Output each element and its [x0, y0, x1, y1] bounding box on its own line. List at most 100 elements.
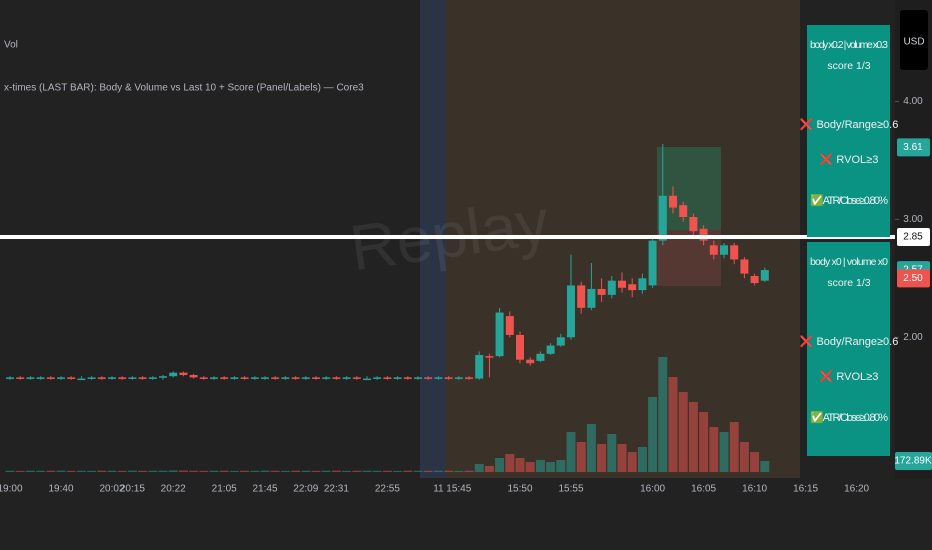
candle-body: [220, 377, 229, 379]
volume-bar: [729, 422, 739, 472]
x-tick-label: 19:40: [48, 484, 73, 495]
volume-bar: [66, 470, 76, 472]
volume-bar: [178, 470, 188, 472]
volume-bar: [556, 460, 566, 472]
volume-bar: [117, 470, 127, 472]
volume-bar: [505, 453, 515, 472]
volume-bar: [382, 470, 392, 472]
x-tick-label: 20:15: [120, 484, 145, 495]
volume-bar: [444, 470, 454, 472]
candle-body: [536, 353, 545, 361]
x-tick-label: 21:05: [212, 484, 237, 495]
overlay: body x0.2 | volume x0.3 score 1/3 ❌ Body/R…: [0, 25, 932, 470]
volume-bar: [372, 470, 382, 472]
volume-bar: [362, 470, 372, 472]
volume-bar: [331, 470, 341, 472]
candle-body: [240, 377, 249, 379]
panel-line: ✅ ATR/Close≥0.80%: [810, 411, 888, 424]
candle-body: [546, 345, 555, 354]
candle-body: [312, 377, 320, 379]
price-marker-label: 2.85: [903, 232, 923, 243]
volume-bar: [15, 470, 25, 472]
volume-bar: [5, 470, 15, 472]
candle-body: [567, 285, 575, 338]
candle-body: [148, 377, 157, 379]
candle-body: [679, 205, 688, 218]
volume-bar: [586, 423, 596, 472]
volume-bar: [260, 470, 270, 472]
candle-body: [485, 356, 494, 358]
x-tick-label: 22:55: [375, 484, 400, 495]
candle-body: [332, 377, 341, 379]
x-tick-label: 16:10: [742, 484, 767, 495]
panel-line: ❌ Body/Range≥0.6: [800, 335, 899, 348]
x-tick-label: 16:20: [844, 484, 869, 495]
panel-line: body x0 | volume x0: [810, 256, 888, 268]
volume-bar: [270, 470, 280, 472]
y-tick-label: 4.00: [903, 96, 923, 107]
candle-body: [77, 378, 86, 381]
x-tick-label: 22:31: [324, 484, 349, 495]
x-tick-label: 16:00: [640, 484, 665, 495]
candle-body: [6, 377, 14, 379]
candle-body: [597, 288, 606, 295]
candle-body: [444, 377, 453, 379]
volume-bar: [229, 470, 239, 472]
candle-body: [322, 377, 331, 379]
volume-bar: [699, 412, 709, 472]
volume-bar: [617, 443, 627, 472]
candle-body: [250, 377, 259, 379]
panel-line: ✅ ATR/Close≥0.80%: [810, 194, 888, 207]
candle-body: [118, 377, 127, 379]
x-tick-label: 20:22: [161, 484, 186, 495]
candle-body: [210, 377, 218, 379]
volume-bar: [597, 443, 607, 472]
candle-body: [271, 377, 280, 379]
y-tick-label: 3.00: [903, 214, 923, 225]
volume-bar: [189, 470, 199, 472]
volume-bar: [199, 470, 209, 472]
candle-body: [648, 240, 657, 286]
volume-bar: [648, 396, 658, 472]
volume-bar: [566, 432, 576, 472]
y-tick-label: 2.00: [903, 332, 923, 343]
x-tick-label: 20:02: [99, 484, 124, 495]
position-stop: [657, 230, 721, 286]
candle-body: [373, 377, 382, 379]
price-marker: [897, 269, 930, 288]
candle-body: [87, 377, 96, 379]
candle-body: [108, 377, 116, 379]
candle-body: [454, 377, 463, 379]
volume-bar: [138, 470, 148, 472]
volume-bar: [342, 470, 352, 472]
x-tick-label: 16:05: [691, 484, 716, 495]
candle-body: [281, 377, 290, 379]
panel-line: body x0.2 | volume x0.3: [810, 39, 888, 51]
volume-bar: [658, 357, 668, 472]
panel-line: ❌ RVOL≥3: [820, 370, 879, 383]
candle-body: [495, 312, 504, 357]
candle-body: [516, 334, 524, 360]
candle-body: [128, 377, 137, 379]
volume-bar: [678, 392, 688, 472]
candle-body: [689, 217, 698, 232]
volume-bar: [525, 462, 535, 472]
volume-bar: [627, 452, 637, 472]
pane-label: Vol: [4, 40, 18, 51]
volume-bar: [321, 470, 331, 472]
volume-bar: [158, 470, 168, 472]
panel-line: ❌ Body/Range≥0.6: [800, 118, 899, 131]
candle-body: [475, 354, 484, 379]
candle-body: [403, 377, 412, 379]
volume-bar: [168, 470, 178, 472]
volume-bar: [433, 470, 443, 472]
candle-body: [628, 284, 637, 291]
volume-bar: [56, 470, 66, 472]
volume-bar: [413, 470, 423, 472]
x-tick-label: 21:45: [252, 484, 277, 495]
volume-bar: [36, 470, 46, 472]
candle-body: [97, 377, 106, 379]
